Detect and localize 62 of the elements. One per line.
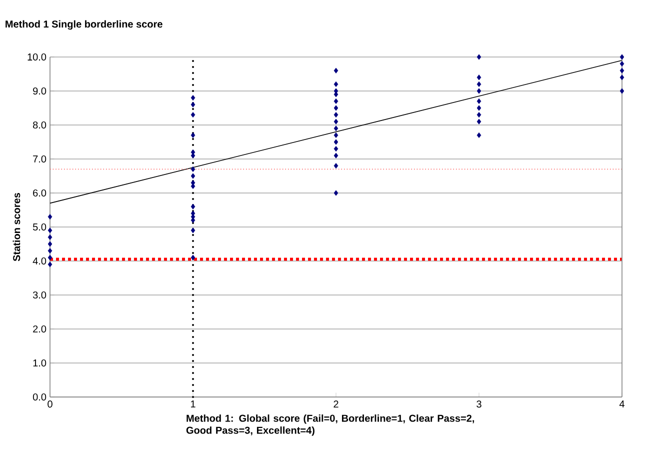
y-tick-label: 6.0: [33, 189, 46, 197]
point: [476, 132, 482, 138]
point: [334, 146, 338, 152]
point: [334, 118, 338, 124]
point: [620, 74, 624, 80]
point: [190, 173, 196, 179]
point: [190, 102, 196, 108]
point: [476, 81, 482, 87]
point: [476, 98, 482, 104]
x-tick-label: 3: [476, 400, 482, 408]
point: [334, 132, 338, 138]
y-tick-label: 1.0: [33, 359, 46, 367]
point: [48, 254, 52, 260]
point: [334, 81, 338, 87]
x-tick-label: 1: [190, 400, 196, 408]
point: [476, 74, 482, 80]
point: [620, 54, 624, 60]
point: [476, 118, 482, 124]
point: [190, 94, 196, 101]
chart-title: Method 1 Single borderline score: [6, 20, 162, 30]
point: [334, 190, 338, 196]
point: [476, 88, 482, 94]
point: [620, 68, 624, 74]
y-tick-label: 7.0: [33, 155, 46, 163]
x-tick-label: 2: [334, 400, 338, 408]
point: [190, 166, 196, 172]
point: [48, 241, 52, 247]
point: [620, 60, 624, 67]
point: [190, 132, 196, 138]
point: [476, 112, 482, 118]
y-tick-label: 8.0: [33, 121, 46, 129]
point: [334, 162, 338, 169]
y-tick-label: 3.0: [32, 291, 46, 299]
point: [334, 126, 338, 132]
point: [334, 68, 338, 74]
x-tick-label: 0: [48, 400, 52, 408]
y-tick-label: 4.0: [32, 257, 46, 265]
point: [620, 88, 624, 94]
y-tick-label: 0.0: [32, 393, 46, 401]
point: [476, 54, 482, 60]
y-axis-title: Station scores: [12, 192, 20, 262]
point: [190, 228, 196, 234]
point: [334, 112, 338, 118]
point: [48, 214, 52, 220]
point: [48, 228, 52, 234]
point: [190, 112, 196, 118]
y-tick-label: 2.0: [33, 325, 46, 333]
point: [476, 105, 482, 111]
point: [334, 139, 338, 145]
point: [48, 262, 52, 268]
point: [190, 204, 196, 210]
point: [334, 98, 338, 104]
y-tick-label: 10.0: [28, 53, 46, 61]
point: [334, 152, 338, 158]
point: [334, 105, 338, 111]
x-axis-title: Method 1: Global score (Fail=0, Borderline=1, Clear Pass=2, Good Pass=3, Excellent=4): [186, 414, 474, 436]
y-tick-label: 9.0: [33, 87, 46, 95]
point: [48, 248, 52, 254]
point: [190, 254, 196, 260]
y-tick-label: 5.0: [32, 223, 46, 231]
point: [48, 234, 52, 240]
x-tick-label: 4: [619, 400, 624, 408]
